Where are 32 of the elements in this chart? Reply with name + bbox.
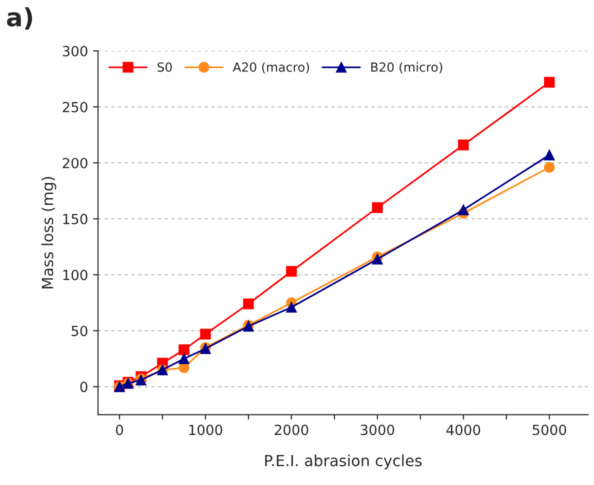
legend-label: S0 — [158, 62, 172, 72]
point — [286, 266, 297, 277]
point — [243, 298, 254, 310]
y-tick-label: 250 — [62, 102, 88, 112]
y-tick-label: 100 — [63, 270, 88, 280]
point — [458, 204, 469, 216]
point — [178, 353, 190, 364]
point — [544, 150, 555, 160]
point — [458, 140, 469, 150]
x-tick-label: 0 — [116, 424, 123, 436]
y-tick-label: 150 — [63, 214, 88, 224]
x-tick-label: 1000 — [189, 424, 222, 436]
point — [372, 254, 383, 264]
x-axis-title: P.E.I. abrasion cycles — [265, 454, 422, 470]
y-axis-title: Mass loss (mg) — [41, 177, 56, 288]
legend-label: B20 (micro) — [371, 62, 442, 74]
point — [544, 76, 555, 88]
y-tick-label: 50 — [72, 326, 88, 336]
point — [372, 202, 383, 213]
legend-label: A20 (macro) — [232, 62, 309, 74]
point — [200, 328, 211, 340]
point — [286, 302, 297, 313]
point — [544, 162, 555, 173]
x-tick-label: 3000 — [360, 424, 394, 436]
chart-title: a) — [7, 7, 32, 30]
x-tick-label: 2000 — [274, 424, 308, 436]
y-tick-label: 0 — [80, 382, 88, 392]
x-tick-label: 4000 — [446, 424, 480, 436]
y-tick-label: 300 — [62, 46, 88, 56]
x-tick-label: 5000 — [532, 424, 566, 436]
y-tick-label: 200 — [62, 158, 88, 168]
point — [178, 344, 190, 356]
